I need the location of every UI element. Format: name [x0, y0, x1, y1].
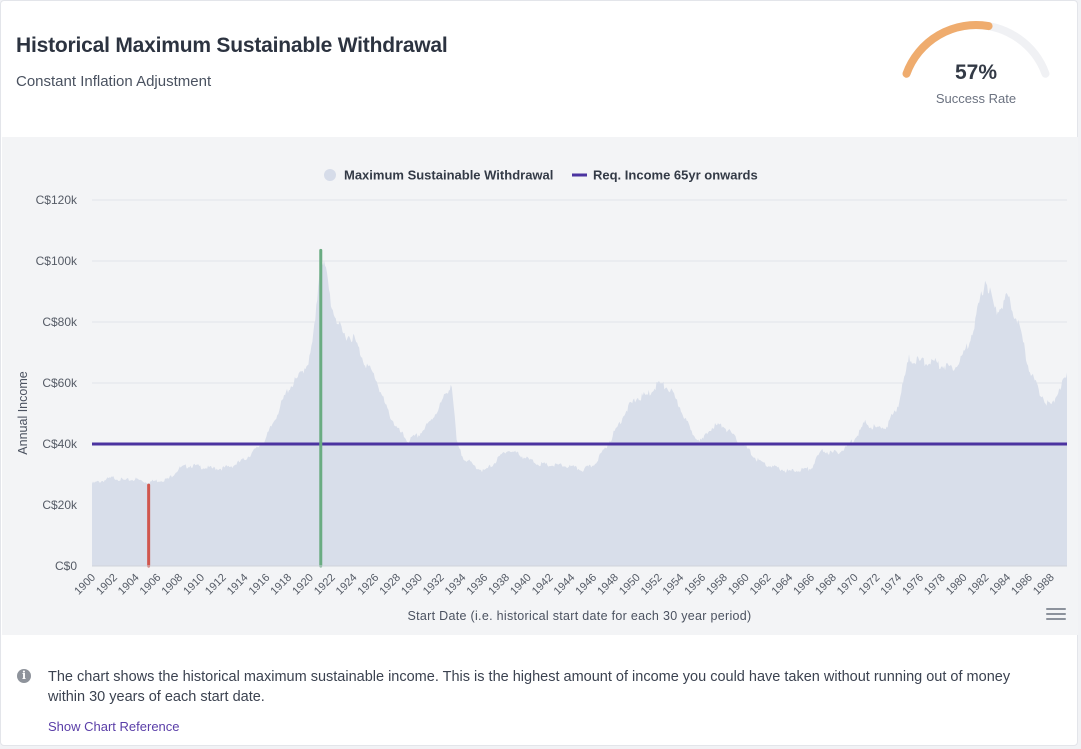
success-rate-label: Success Rate — [935, 91, 1017, 106]
x-tick-label: 1956 — [682, 572, 708, 598]
x-tick-label: 1968 — [813, 572, 839, 598]
y-tick-label: C$60k — [42, 376, 78, 390]
success-rate-value: 57% — [954, 61, 998, 84]
legend-label-max-withdrawal: Maximum Sustainable Withdrawal — [344, 168, 553, 183]
chart-menu-icon[interactable] — [1046, 608, 1066, 624]
y-tick-label: C$40k — [42, 437, 78, 451]
x-tick-label: 1982 — [966, 572, 992, 598]
x-tick-label: 1902 — [94, 572, 120, 598]
x-tick-label: 1962 — [748, 572, 774, 598]
x-axis-title: Start Date (i.e. historical start date f… — [407, 609, 751, 623]
gauge-arc — [902, 21, 1050, 78]
x-tick-label: 1966 — [791, 572, 817, 598]
x-tick-label: 1920 — [290, 572, 316, 598]
info-icon: i — [17, 669, 31, 683]
x-tick-label: 1974 — [878, 572, 904, 598]
info-text: The chart shows the historical maximum s… — [48, 669, 1011, 705]
x-tick-label: 1948 — [595, 572, 621, 598]
x-tick-label: 1958 — [704, 572, 730, 598]
x-tick-label: 1944 — [552, 572, 578, 598]
card-header: Historical Maximum Sustainable Withdrawa… — [1, 1, 1077, 136]
x-tick-label: 1986 — [1009, 572, 1035, 598]
x-tick-label: 1970 — [835, 572, 861, 598]
x-tick-label: 1972 — [857, 572, 883, 598]
y-tick-label: C$80k — [42, 315, 78, 329]
x-tick-label: 1912 — [203, 572, 229, 598]
x-tick-label: 1908 — [159, 572, 185, 598]
x-tick-label: 1952 — [639, 572, 665, 598]
info-section: i The chart shows the historical maximum… — [1, 637, 1077, 747]
show-chart-reference-link[interactable]: Show Chart Reference — [48, 719, 180, 734]
x-tick-label: 1926 — [356, 572, 382, 598]
x-tick-label: 1900 — [72, 572, 98, 598]
x-tick-label: 1924 — [334, 572, 360, 598]
x-tick-label: 1932 — [421, 572, 447, 598]
chart-area: Maximum Sustainable Withdrawal Req. Incom… — [2, 137, 1078, 635]
legend-label-required-income: Req. Income 65yr onwards — [593, 168, 758, 183]
gauge-fill — [902, 21, 993, 78]
success-rate-gauge: 57% Success Rate — [894, 17, 1058, 117]
x-tick-label: 1942 — [530, 572, 556, 598]
withdrawal-chart: Maximum Sustainable Withdrawal Req. Incom… — [16, 168, 1067, 623]
x-tick-label: 1936 — [465, 572, 491, 598]
y-tick-label: C$0 — [55, 559, 77, 573]
x-tick-label: 1928 — [377, 572, 403, 598]
x-tick-label: 1984 — [987, 572, 1013, 598]
x-tick-label: 1916 — [247, 572, 273, 598]
x-tick-label: 1940 — [508, 572, 534, 598]
legend-marker-max-withdrawal — [324, 169, 336, 181]
x-tick-label: 1976 — [900, 572, 926, 598]
x-tick-label: 1980 — [944, 572, 970, 598]
x-tick-label: 1922 — [312, 572, 338, 598]
x-tick-label: 1918 — [268, 572, 294, 598]
x-tick-label: 1938 — [486, 572, 512, 598]
x-tick-label: 1910 — [181, 572, 207, 598]
x-tick-label: 1988 — [1031, 572, 1057, 598]
x-tick-label: 1978 — [922, 572, 948, 598]
x-tick-label: 1960 — [726, 572, 752, 598]
y-tick-label: C$100k — [36, 254, 78, 268]
y-tick-label: C$120k — [36, 193, 78, 207]
x-tick-label: 1964 — [770, 572, 796, 598]
y-axis-title: Annual Income — [16, 371, 30, 454]
x-tick-label: 1946 — [573, 572, 599, 598]
y-tick-label: C$20k — [42, 498, 78, 512]
x-tick-label: 1904 — [116, 572, 142, 598]
x-tick-label: 1930 — [399, 572, 425, 598]
x-tick-label: 1914 — [225, 572, 251, 598]
chart-title: Historical Maximum Sustainable Withdrawa… — [16, 34, 448, 57]
max-withdrawal-area — [92, 256, 1067, 566]
x-tick-label: 1950 — [617, 572, 643, 598]
x-tick-label: 1934 — [443, 572, 469, 598]
x-tick-label: 1954 — [661, 572, 687, 598]
chart-subtitle: Constant Inflation Adjustment — [16, 73, 212, 90]
x-tick-label: 1906 — [138, 572, 164, 598]
